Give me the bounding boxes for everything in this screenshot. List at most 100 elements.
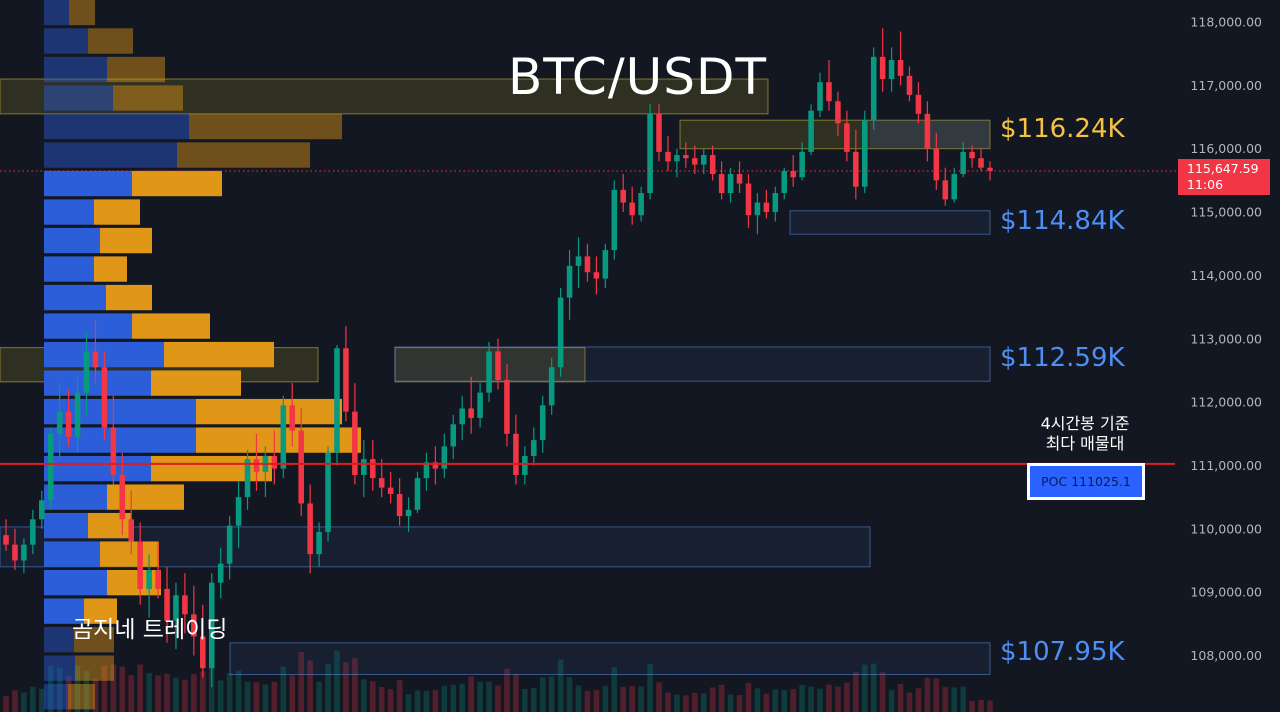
candle-body-26: [235, 497, 242, 526]
candle-body-91: [817, 82, 823, 111]
volume-bar-80: [718, 684, 725, 712]
volume-bar-62: [557, 659, 564, 712]
profile-sell-0: [69, 0, 95, 26]
candle-body-7: [65, 411, 72, 437]
volume-bar-102: [915, 688, 922, 712]
profile-sell-17: [107, 484, 184, 510]
volume-bar-75: [674, 694, 680, 712]
volume-bar-12: [110, 664, 117, 712]
profile-sell-16: [151, 455, 272, 482]
volume-bar-22: [200, 671, 206, 712]
demand-zone-3: [229, 642, 991, 676]
volume-bar-32: [289, 675, 296, 712]
candle-body-6: [56, 411, 63, 434]
volume-bar-3: [30, 686, 36, 712]
volume-bar-104: [933, 678, 940, 712]
candle-body-95: [853, 151, 859, 187]
profile-sell-7: [94, 199, 140, 225]
profile-buy-6: [44, 170, 132, 197]
volume-bar-76: [683, 695, 689, 712]
price-tick-9: 116,000.00: [1190, 141, 1262, 156]
volume-bar-2: [21, 692, 27, 712]
volume-bar-49: [441, 685, 448, 712]
candle-body-24: [217, 563, 224, 583]
profile-sell-4: [189, 113, 342, 140]
profile-sell-12: [164, 341, 274, 368]
candle-body-12: [110, 427, 117, 475]
level-label-107-95k: $107.95K: [1000, 637, 1125, 667]
watermark-text: 곰지네 트레이딩: [72, 617, 228, 643]
candle-body-81: [727, 174, 734, 194]
candle-body-22: [200, 636, 206, 669]
candle-body-69: [620, 189, 627, 203]
candle-body-78: [700, 155, 707, 165]
volume-bar-78: [700, 693, 707, 712]
volume-bar-74: [665, 692, 671, 712]
volume-bar-14: [128, 675, 135, 712]
candle-body-90: [808, 110, 814, 152]
volume-bar-13: [119, 666, 126, 712]
candle-body-72: [647, 113, 653, 194]
candle-body-87: [781, 170, 788, 194]
volume-bar-73: [656, 682, 662, 712]
candle-body-59: [531, 440, 537, 456]
price-tick-2: 109,000.00: [1190, 585, 1262, 600]
candle-body-57: [513, 433, 519, 475]
candle-body-50: [450, 424, 457, 447]
candle-body-103: [924, 113, 931, 149]
volume-bar-4: [39, 688, 45, 712]
volume-bars: [3, 649, 993, 712]
candle-body-9: [83, 351, 90, 393]
candle-body-101: [906, 75, 913, 95]
volume-bar-92: [826, 684, 832, 712]
candle-body-44: [396, 493, 403, 517]
volume-bar-41: [369, 681, 376, 712]
candle-body-110: [987, 167, 993, 171]
volume-bar-103: [924, 677, 931, 712]
volume-bar-100: [897, 683, 904, 712]
candle-body-88: [790, 170, 796, 178]
candle-body-0: [3, 535, 9, 545]
volume-bar-66: [593, 689, 600, 712]
candle-body-53: [477, 392, 483, 418]
price-tick-8: 115,000.00: [1190, 205, 1262, 220]
volume-bar-109: [978, 699, 984, 712]
candle-body-102: [915, 94, 922, 114]
volume-bar-43: [387, 689, 394, 712]
candle-body-109: [978, 158, 984, 168]
candle-body-32: [289, 405, 296, 431]
bar-countdown: 11:06: [1187, 177, 1224, 192]
profile-buy-16: [44, 455, 151, 482]
profile-sell-13: [151, 370, 241, 396]
candle-body-97: [870, 56, 877, 121]
candle-body-62: [557, 297, 564, 368]
volume-bar-17: [155, 675, 161, 712]
profile-buy-8: [44, 227, 100, 254]
profile-buy-0: [44, 0, 69, 26]
candle-body-40: [361, 459, 367, 475]
profile-buy-3: [44, 85, 113, 111]
volume-bar-88: [790, 689, 796, 712]
profile-buy-17: [44, 484, 107, 510]
candle-body-47: [423, 462, 430, 479]
candle-body-28: [253, 459, 260, 472]
volume-bar-91: [817, 688, 823, 712]
profile-buy-5: [44, 142, 177, 168]
candle-body-93: [835, 101, 841, 124]
profile-buy-2: [44, 56, 107, 83]
candle-body-3: [30, 519, 36, 545]
price-tick-6: 113,000.00: [1190, 331, 1262, 346]
volume-bar-5: [47, 665, 54, 712]
poc-annotation: 4시간봉 기준 최다 매물대: [1010, 414, 1160, 454]
volume-bar-11: [101, 665, 108, 712]
candle-body-73: [656, 113, 662, 152]
level-label-114-84k: $114.84K: [1000, 206, 1125, 236]
candle-body-10: [92, 351, 99, 368]
candle-body-105: [942, 180, 949, 200]
volume-bar-21: [191, 674, 197, 712]
volume-bar-82: [736, 695, 743, 712]
candle-body-51: [459, 408, 465, 425]
volume-bar-61: [548, 676, 555, 712]
candle-body-37: [334, 348, 340, 453]
